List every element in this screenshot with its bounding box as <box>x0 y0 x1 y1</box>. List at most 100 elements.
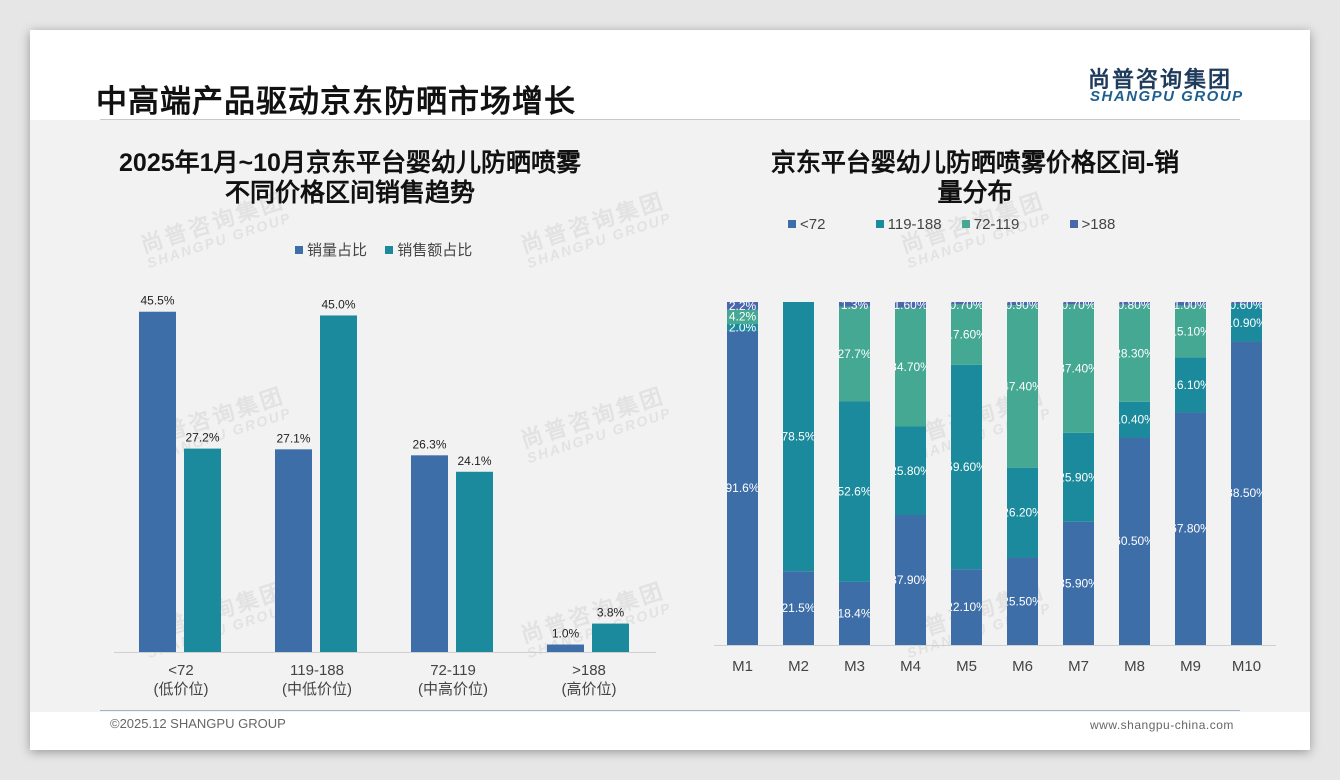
x-tick-sublabel: (高价位) <box>562 681 617 698</box>
segment-value-label: 28.30% <box>1114 346 1155 360</box>
segment-value-label: 1.00% <box>1173 298 1207 312</box>
legend-swatch-gt188 <box>1069 220 1078 228</box>
stack-segment-m10-2 <box>1231 304 1262 342</box>
stack-segment-m7-2 <box>1063 432 1094 522</box>
segment-value-label: 10.40% <box>1114 413 1155 427</box>
segment-value-label: 60.50% <box>1114 534 1155 548</box>
bar-value-label: 27.2% <box>185 431 219 445</box>
stack-segment-m9-1 <box>1175 412 1206 645</box>
stack-segment-m6-2 <box>1007 467 1038 558</box>
bar-volume-3 <box>411 455 448 652</box>
legend-label-volume: 销量占比 <box>307 242 368 259</box>
stack-segment-m3-2 <box>839 401 870 582</box>
x-tick-label: M4 <box>900 658 921 675</box>
bar-value-label: 1.0% <box>552 627 580 641</box>
stack-segment-m5-4 <box>951 302 982 305</box>
stack-segment-m9-3 <box>1175 305 1206 358</box>
x-tick-label: M5 <box>956 658 977 675</box>
legend-swatch-lt72 <box>788 220 796 228</box>
segment-value-label: 16.10% <box>1170 378 1211 392</box>
right-stacked-chart: 91.6%2.0%4.2%2.2%M121.5%78.5%M218.4%52.6… <box>714 298 1276 675</box>
bar-value-label: 26.3% <box>412 437 446 451</box>
segment-value-label: 88.50% <box>1226 486 1267 500</box>
legend-label-lt72: <72 <box>800 216 826 233</box>
stack-segment-m4-4 <box>895 302 926 308</box>
bar-value-label: 24.1% <box>457 454 491 468</box>
segment-value-label: 18.4% <box>837 606 871 620</box>
x-tick-label: 119-188 <box>290 662 344 679</box>
segment-value-label: 10.90% <box>1226 316 1267 330</box>
legend-swatch-sales <box>385 246 394 254</box>
segment-value-label: 25.50% <box>1002 594 1043 608</box>
footer-website: www.shangpu-china.com <box>1090 718 1234 732</box>
x-tick-label: M9 <box>1180 658 1201 675</box>
segment-value-label: 25.90% <box>1058 470 1099 484</box>
stack-segment-m10-1 <box>1231 341 1262 645</box>
legend-swatch-volume <box>295 246 303 254</box>
x-tick-label: M10 <box>1232 658 1261 675</box>
x-tick-label: M3 <box>844 658 865 675</box>
segment-value-label: 1.60% <box>893 298 927 312</box>
bar-volume-4 <box>547 644 584 652</box>
segment-value-label: 17.60% <box>946 328 987 342</box>
segment-value-label: 4.2% <box>729 310 757 324</box>
segment-value-label: 0.90% <box>1005 298 1039 312</box>
bar-sales-4 <box>592 623 629 652</box>
segment-value-label: 15.10% <box>1170 324 1211 338</box>
left-chart-title-line2: 不同价格区间销售趋势 <box>224 179 475 207</box>
x-tick-label: M2 <box>788 658 809 675</box>
stack-segment-m8-3 <box>1119 304 1150 402</box>
bar-value-label: 45.5% <box>140 294 174 308</box>
segment-value-label: 0.70% <box>1061 298 1095 312</box>
right-legend: <72 119-188 72-119 >188 <box>788 216 1129 233</box>
segment-value-label: 25.80% <box>890 464 931 478</box>
stack-segment-m2-1 <box>783 571 814 645</box>
left-chart-title-line1: 2025年1月~10月京东平台婴幼儿防晒喷雾 <box>119 149 581 177</box>
right-chart-title: 京东平台婴幼儿防晒喷雾价格区间-销 量分布 <box>720 148 1230 208</box>
header-divider <box>100 119 1240 120</box>
footer-copyright: ©2025.12 SHANGPU GROUP <box>110 716 286 731</box>
stack-segment-m7-3 <box>1063 304 1094 433</box>
right-chart-title-line1: 京东平台婴幼儿防晒喷雾价格区间-销 <box>770 149 1180 177</box>
legend-swatch-119-188 <box>875 220 884 228</box>
stack-segment-m5-1 <box>951 569 982 645</box>
stack-segment-m6-4 <box>1007 302 1038 306</box>
segment-value-label: 0.70% <box>949 298 983 312</box>
legend-item-sales: 销售额占比 <box>385 239 472 260</box>
page-title: 中高端产品驱动京东防晒市场增长 <box>96 84 576 119</box>
stack-segment-m6-3 <box>1007 305 1038 468</box>
segment-value-label: 59.60% <box>946 460 987 474</box>
x-tick-sublabel: (中高价位) <box>418 681 488 698</box>
x-tick-label: M8 <box>1124 658 1145 675</box>
segment-value-label: 35.90% <box>1058 576 1099 590</box>
legend-item-gt188: >188 <box>1069 216 1115 233</box>
bar-sales-3 <box>456 471 493 652</box>
segment-value-label: 37.90% <box>890 573 931 587</box>
segment-value-label: 67.80% <box>1170 522 1211 536</box>
stack-segment-m8-1 <box>1119 437 1150 645</box>
bar-value-label: 45.0% <box>321 297 355 311</box>
stack-segment-m6-1 <box>1007 557 1038 645</box>
segment-value-label: 91.6% <box>725 481 759 495</box>
stack-segment-m1-1 <box>727 330 758 645</box>
segment-value-label: 0.60% <box>1229 298 1263 312</box>
legend-item-119-188: 119-188 <box>875 216 942 233</box>
x-tick-label: M7 <box>1068 658 1089 675</box>
stack-segment-m2-2 <box>783 302 814 572</box>
logo-cn: 尚普咨询集团 <box>1088 67 1233 92</box>
segment-value-label: 0.80% <box>1117 298 1151 312</box>
stack-segment-m8-4 <box>1119 302 1150 305</box>
left-chart-title: 2025年1月~10月京东平台婴幼儿防晒喷雾 不同价格区间销售趋势 <box>90 148 610 208</box>
logo-en: SHANGPU GROUP <box>1090 88 1244 105</box>
legend-label-119-188: 119-188 <box>887 216 942 233</box>
stack-segment-m9-4 <box>1175 302 1206 306</box>
x-tick-label: <72 <box>168 662 193 679</box>
segment-value-label: 78.5% <box>781 430 815 444</box>
legend-label-sales: 销售额占比 <box>397 242 473 259</box>
stack-segment-m7-4 <box>1063 302 1094 305</box>
x-tick-label: M6 <box>1012 658 1033 675</box>
stack-segment-m3-4 <box>839 302 870 307</box>
stack-segment-m4-3 <box>895 307 926 427</box>
stack-segment-m10-4 <box>1231 302 1262 305</box>
